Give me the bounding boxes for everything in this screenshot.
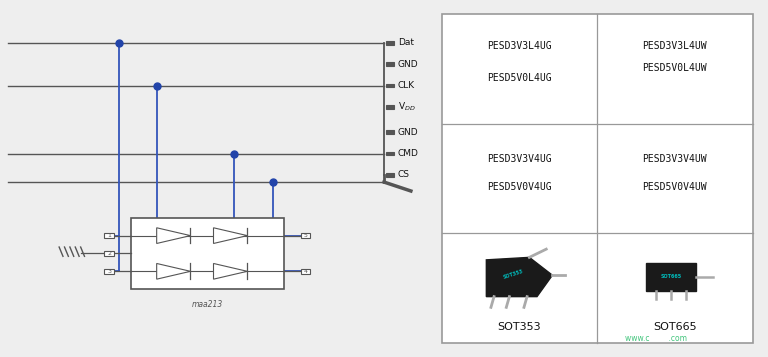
Text: maa213: maa213 xyxy=(192,300,223,309)
Bar xyxy=(301,269,310,274)
Polygon shape xyxy=(157,228,190,243)
Text: PESD3V3L4UW: PESD3V3L4UW xyxy=(643,41,707,51)
Bar xyxy=(301,233,310,238)
Text: 4: 4 xyxy=(303,269,308,274)
Bar xyxy=(104,251,114,256)
Text: 2: 2 xyxy=(107,251,111,256)
Bar xyxy=(386,41,394,45)
Text: PESD5V0L4UW: PESD5V0L4UW xyxy=(643,62,707,72)
Text: GND: GND xyxy=(398,127,419,137)
Text: SOT665: SOT665 xyxy=(660,275,682,280)
Text: PESD5V0V4UW: PESD5V0V4UW xyxy=(643,182,707,192)
Polygon shape xyxy=(157,263,190,279)
Text: SOT353: SOT353 xyxy=(502,268,524,280)
Bar xyxy=(386,62,394,66)
Bar xyxy=(104,233,114,238)
Text: 5: 5 xyxy=(303,233,308,238)
Text: CLK: CLK xyxy=(398,81,415,90)
Text: Dat: Dat xyxy=(398,38,414,47)
Polygon shape xyxy=(214,263,247,279)
Text: PESD3V3L4UG: PESD3V3L4UG xyxy=(487,41,551,51)
Text: SOT353: SOT353 xyxy=(498,322,541,332)
Text: www.c        .com: www.c .com xyxy=(624,334,687,343)
Text: PESD5V0V4UG: PESD5V0V4UG xyxy=(487,182,551,192)
Bar xyxy=(386,105,394,109)
Bar xyxy=(386,130,394,134)
Text: 1: 1 xyxy=(107,233,111,238)
Bar xyxy=(386,84,394,87)
Text: 3: 3 xyxy=(107,269,111,274)
Polygon shape xyxy=(486,257,552,297)
Text: CS: CS xyxy=(398,170,410,180)
Bar xyxy=(386,173,394,177)
Text: V$_{DD}$: V$_{DD}$ xyxy=(398,101,415,114)
Bar xyxy=(131,218,284,289)
Text: PESD3V3V4UG: PESD3V3V4UG xyxy=(487,154,551,164)
Text: GND: GND xyxy=(398,60,419,69)
Text: CMD: CMD xyxy=(398,149,419,158)
Text: PESD3V3V4UW: PESD3V3V4UW xyxy=(643,154,707,164)
Text: PESD5V0L4UG: PESD5V0L4UG xyxy=(487,73,551,83)
Polygon shape xyxy=(647,263,696,291)
Bar xyxy=(104,269,114,274)
Bar xyxy=(442,14,753,343)
Text: SOT665: SOT665 xyxy=(653,322,697,332)
Polygon shape xyxy=(214,228,247,243)
Bar xyxy=(386,152,394,155)
